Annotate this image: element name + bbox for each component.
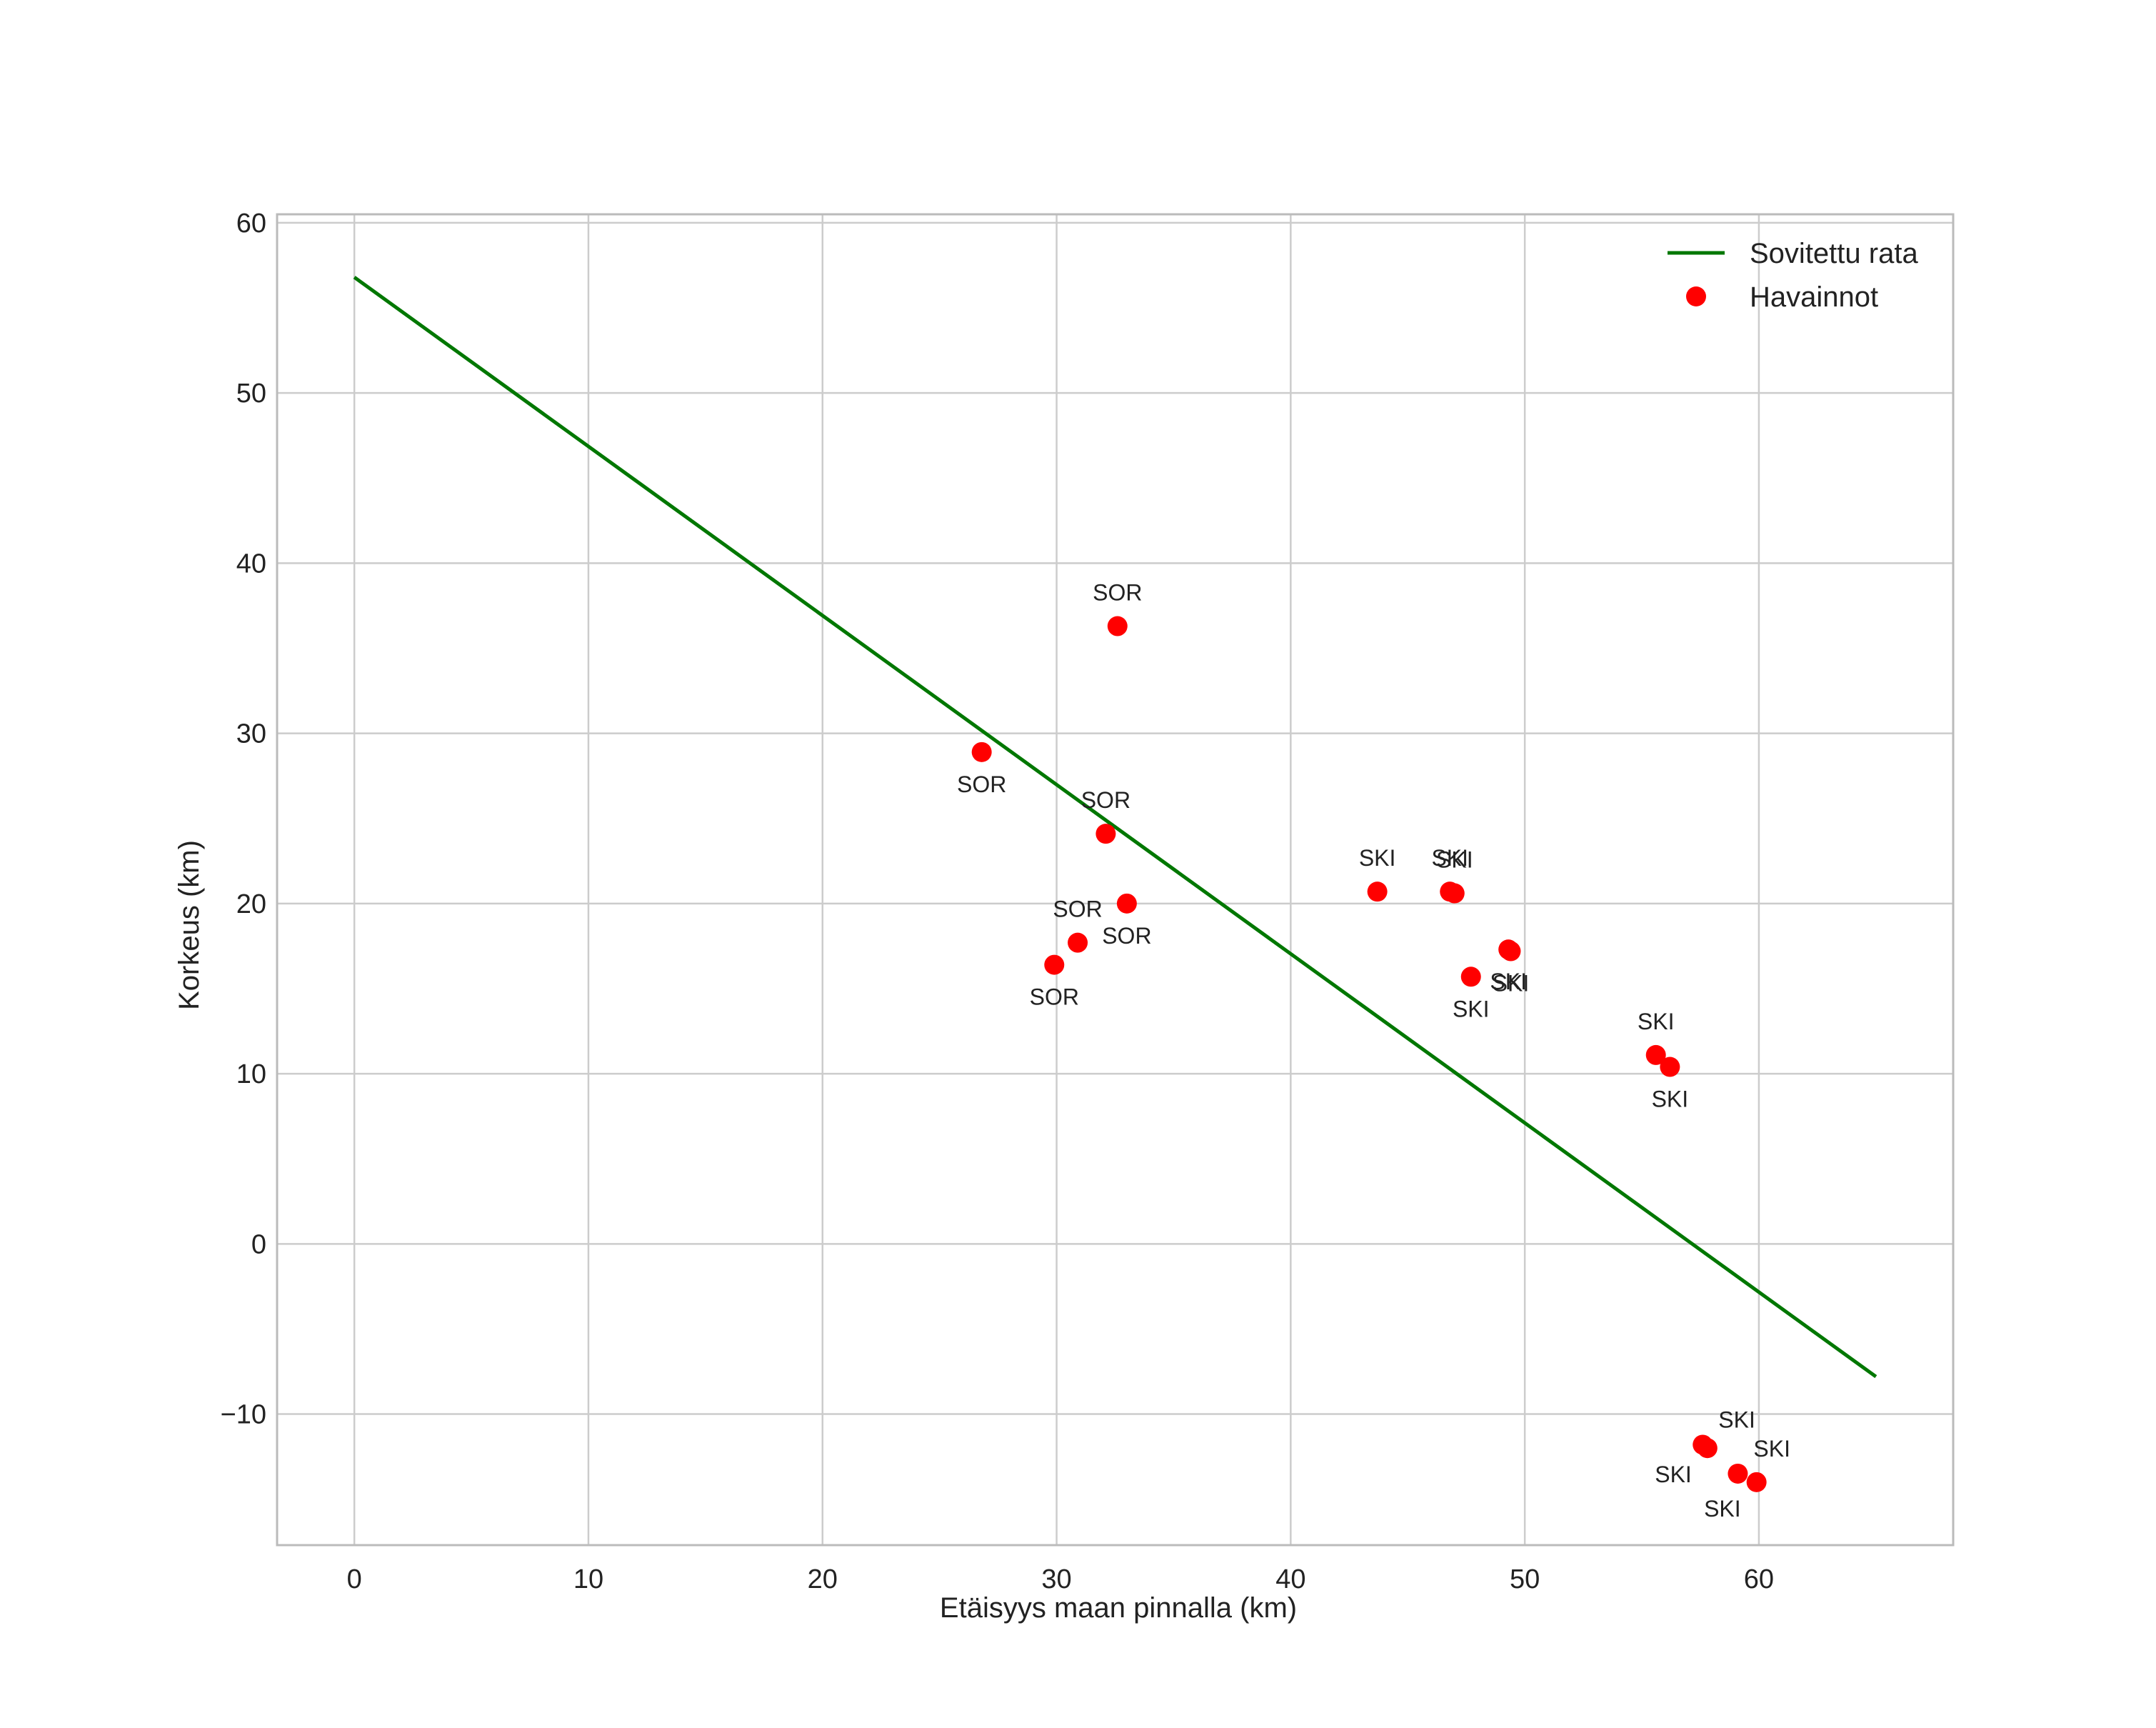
observation-label: SOR: [957, 771, 1006, 797]
x-axis-label: Etäisyys maan pinnalla (km): [940, 1592, 1297, 1624]
observation-point: [1728, 1463, 1748, 1484]
y-axis-label: Korkeus (km): [174, 840, 205, 1010]
observation-point: [1500, 941, 1521, 962]
observation-label: SKI: [1638, 1009, 1675, 1034]
y-tick-labels: −10 0 10 20 30 40 50 60: [221, 209, 266, 1430]
y-tick-label: 40: [236, 549, 266, 579]
x-tick-label: 60: [1744, 1564, 1774, 1594]
y-tick-label: 20: [236, 889, 266, 919]
plot-frame: [276, 213, 1955, 1547]
observation-point: [1107, 616, 1128, 636]
observation-point: [1367, 882, 1388, 902]
observation-label: SKI: [1655, 1462, 1692, 1487]
y-tick-label: 60: [236, 209, 266, 239]
observation-point: [1645, 1044, 1666, 1065]
observation-label: SKI: [1453, 996, 1490, 1022]
y-tick-label: 0: [251, 1229, 266, 1259]
observation-label: SOR: [1030, 984, 1079, 1010]
series: [353, 276, 1877, 1492]
observation-point: [1746, 1472, 1767, 1492]
observation-label: SKI: [1431, 845, 1468, 871]
observation-label: SKI: [1652, 1087, 1689, 1112]
observation-label: SOR: [1093, 580, 1142, 606]
observation-label: SOR: [1053, 897, 1102, 922]
observation-label: SKI: [1359, 845, 1396, 871]
observation-point: [1095, 824, 1116, 844]
x-tick-label: 20: [808, 1564, 838, 1594]
observation-point: [1444, 883, 1465, 904]
observation-point: [1068, 932, 1088, 953]
observation-label: SKI: [1718, 1407, 1755, 1432]
y-tick-label: 30: [236, 719, 266, 749]
observation-label: SKI: [1753, 1436, 1790, 1462]
x-tick-label: 30: [1041, 1564, 1071, 1594]
x-tick-label: 10: [573, 1564, 603, 1594]
grid: [277, 214, 1953, 1545]
fitted-trajectory-line: [353, 276, 1877, 1379]
y-tick-label: −10: [221, 1400, 266, 1430]
legend-label-points: Havainnot: [1750, 281, 1878, 313]
legend: Sovitettu rata Havainnot: [1668, 238, 1918, 313]
observation-label: SKI: [1704, 1496, 1741, 1522]
observation-label: SOR: [1102, 923, 1151, 949]
x-tick-label: 0: [347, 1564, 362, 1594]
legend-point-swatch: [1686, 286, 1706, 306]
legend-label-line: Sovitettu rata: [1750, 238, 1918, 269]
observation-point: [1460, 967, 1481, 987]
y-tick-label: 50: [236, 379, 266, 409]
observation-point: [971, 741, 992, 762]
y-tick-label: 10: [236, 1059, 266, 1089]
observation-label: SKI: [1490, 969, 1527, 994]
observation-label: SOR: [1081, 787, 1130, 813]
observation-point: [1660, 1057, 1680, 1077]
x-tick-label: 40: [1275, 1564, 1305, 1594]
x-tick-labels: 0 10 20 30 40 50 60: [347, 1564, 1774, 1594]
observation-point: [1116, 893, 1137, 914]
x-tick-label: 50: [1510, 1564, 1540, 1594]
observation-label: SKI: [1436, 847, 1473, 873]
observation-point: [1697, 1438, 1718, 1459]
observation-point: [1044, 954, 1065, 975]
observation-label: SKI: [1493, 971, 1530, 997]
